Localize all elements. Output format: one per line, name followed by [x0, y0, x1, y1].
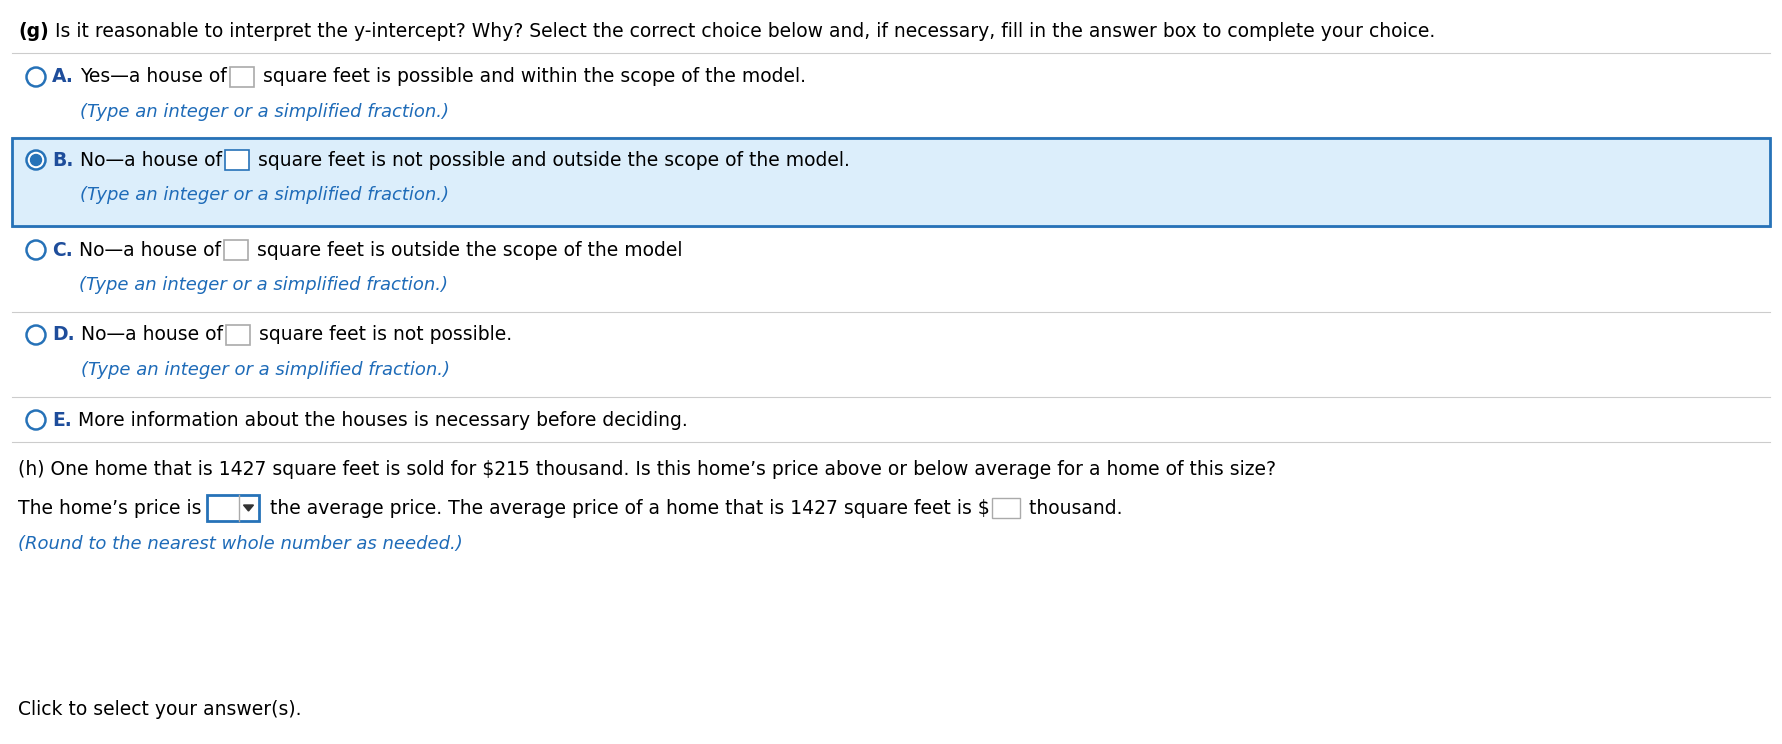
Text: Click to select your answer(s).: Click to select your answer(s).	[18, 700, 301, 719]
Circle shape	[27, 150, 46, 170]
Text: C.: C.	[52, 240, 73, 260]
Text: Is it reasonable to interpret the y-intercept? Why? Select the correct choice be: Is it reasonable to interpret the y-inte…	[48, 22, 1435, 41]
FancyBboxPatch shape	[225, 240, 248, 260]
Text: the average price. The average price of a home that is 1427 square feet is $: the average price. The average price of …	[264, 498, 991, 518]
Text: (Round to the nearest whole number as needed.): (Round to the nearest whole number as ne…	[18, 535, 463, 553]
Text: square feet is possible and within the scope of the model.: square feet is possible and within the s…	[257, 68, 805, 86]
Text: No—a house of: No—a house of	[80, 150, 223, 170]
Text: (Type an integer or a simplified fraction.): (Type an integer or a simplified fractio…	[80, 103, 449, 121]
Text: Yes—a house of: Yes—a house of	[80, 68, 226, 86]
Text: (h) One home that is 1427 square feet is sold for $215 thousand. Is this home’s : (h) One home that is 1427 square feet is…	[18, 460, 1276, 479]
FancyBboxPatch shape	[226, 325, 249, 345]
Circle shape	[27, 326, 46, 344]
Text: A.: A.	[52, 68, 73, 86]
Text: (g): (g)	[18, 22, 48, 41]
Text: square feet is not possible and outside the scope of the model.: square feet is not possible and outside …	[251, 150, 850, 170]
Text: (Type an integer or a simplified fraction.): (Type an integer or a simplified fractio…	[80, 186, 449, 204]
Text: (Type an integer or a simplified fraction.): (Type an integer or a simplified fractio…	[82, 361, 451, 379]
Text: thousand.: thousand.	[1023, 498, 1123, 518]
Text: square feet is not possible.: square feet is not possible.	[253, 326, 511, 344]
Polygon shape	[244, 505, 253, 511]
FancyBboxPatch shape	[12, 138, 1770, 226]
FancyBboxPatch shape	[207, 495, 258, 521]
Text: D.: D.	[52, 326, 75, 344]
Circle shape	[27, 411, 46, 429]
Text: (Type an integer or a simplified fraction.): (Type an integer or a simplified fractio…	[78, 276, 449, 294]
Text: More information about the houses is necessary before deciding.: More information about the houses is nec…	[78, 411, 688, 429]
Text: No—a house of: No—a house of	[82, 326, 223, 344]
Text: square feet is outside the scope of the model: square feet is outside the scope of the …	[251, 240, 683, 260]
FancyBboxPatch shape	[230, 67, 255, 87]
FancyBboxPatch shape	[225, 150, 249, 170]
Text: B.: B.	[52, 150, 73, 170]
Text: No—a house of: No—a house of	[78, 240, 221, 260]
Circle shape	[27, 68, 46, 86]
Circle shape	[27, 240, 46, 260]
FancyBboxPatch shape	[993, 498, 1021, 518]
Text: The home’s price is: The home’s price is	[18, 498, 201, 518]
Text: E.: E.	[52, 411, 71, 429]
Circle shape	[30, 155, 41, 165]
